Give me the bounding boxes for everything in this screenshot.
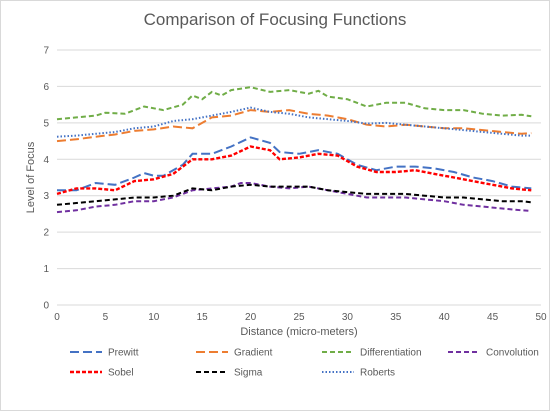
legend-label-sobel: Sobel — [108, 368, 134, 379]
x-tick-label: 40 — [439, 312, 451, 323]
series-line-sobel — [56, 145, 532, 196]
series-line-prewitt — [57, 136, 532, 192]
y-axis-title: Level of Focus — [25, 141, 37, 213]
x-tick-label: 30 — [342, 312, 354, 323]
series-line-gradient — [56, 109, 532, 143]
series-line-differentiation — [56, 86, 532, 121]
x-tick-label: 0 — [54, 312, 60, 323]
series-lines — [56, 86, 532, 214]
x-axis-title: Distance (micro-meters) — [240, 326, 357, 338]
y-tick-label: 7 — [43, 46, 49, 57]
y-tick-label: 5 — [43, 118, 49, 129]
y-tick-label: 0 — [43, 301, 49, 312]
x-tick-label: 50 — [535, 312, 547, 323]
legend-label-prewitt: Prewitt — [108, 348, 139, 359]
legend: Prewitt Gradient Differentiation Convolutio… — [70, 348, 539, 379]
x-tick-label: 35 — [390, 312, 402, 323]
legend-label-sigma: Sigma — [234, 368, 263, 379]
y-tick-label: 3 — [43, 191, 49, 202]
y-axis-ticks: 0 1 2 3 4 5 6 7 — [43, 46, 49, 312]
x-tick-label: 45 — [487, 312, 499, 323]
x-axis-ticks: 0 5 10 15 20 25 30 35 40 45 50 — [54, 312, 547, 323]
legend-label-roberts: Roberts — [360, 368, 395, 379]
gridlines — [57, 49, 541, 306]
series-line-roberts — [56, 106, 532, 138]
x-tick-label: 25 — [293, 312, 305, 323]
series-line-convolution — [56, 182, 532, 214]
x-tick-label: 10 — [148, 312, 160, 323]
y-tick-label: 2 — [43, 228, 49, 239]
legend-label-differentiation: Differentiation — [360, 348, 422, 359]
x-tick-label: 15 — [197, 312, 209, 323]
y-tick-label: 4 — [43, 155, 49, 166]
y-tick-label: 1 — [43, 264, 49, 275]
legend-label-convolution: Convolution — [486, 348, 539, 359]
x-tick-label: 20 — [245, 312, 257, 323]
x-tick-label: 5 — [103, 312, 109, 323]
y-tick-label: 6 — [43, 82, 49, 93]
legend-label-gradient: Gradient — [234, 348, 273, 359]
series-line-sigma — [56, 183, 532, 206]
chart-title: Comparison of Focusing Functions — [143, 10, 407, 29]
